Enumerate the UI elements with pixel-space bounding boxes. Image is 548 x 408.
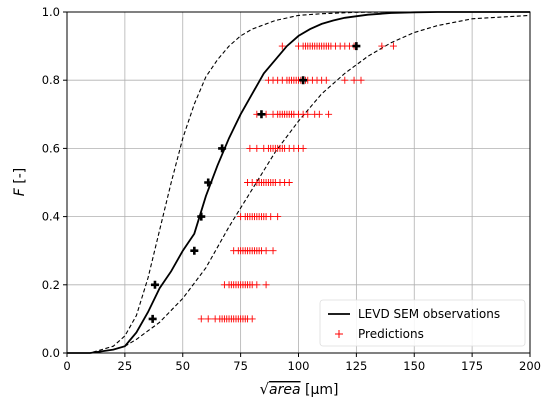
prediction-point-145 (389, 42, 397, 50)
prediction-point-72 (246, 144, 254, 152)
legend-label-observations: LEVD SEM observations (358, 307, 500, 321)
prediction-point-44 (269, 247, 277, 255)
prediction-point-120 (322, 76, 330, 84)
x-tick-label-7: 175 (461, 359, 483, 373)
x-tick-label-4: 100 (288, 359, 310, 373)
x-axis-label: √area [µm] (259, 380, 338, 398)
curves (67, 11, 531, 354)
observation-point-8 (352, 42, 361, 51)
prediction-point-123 (357, 76, 365, 84)
y-axis-label: F [-] (12, 168, 28, 197)
legend: LEVD SEM observations Predictions (319, 299, 526, 347)
observation-point-7 (299, 76, 308, 85)
observation-point-5 (218, 144, 227, 153)
x-tick-label-6: 150 (403, 359, 425, 373)
prediction-point-0 (197, 315, 205, 323)
x-tick-label-1: 25 (118, 359, 133, 373)
prediction-point-16 (248, 315, 256, 323)
prediction-point-57 (274, 213, 282, 221)
prediction-point-56 (267, 213, 275, 221)
x-axis-label-var: area (269, 382, 301, 398)
observation-points (148, 42, 361, 323)
prediction-points (197, 42, 397, 323)
x-tick-label-3: 75 (233, 359, 248, 373)
prediction-point-102 (315, 110, 323, 118)
prediction-point-103 (325, 110, 333, 118)
x-tick-label-8: 200 (519, 359, 541, 373)
prediction-point-71 (285, 179, 293, 186)
observation-point-3 (197, 212, 206, 221)
x-tick-label-0: 0 (63, 359, 70, 373)
y-axis-label-unit: [-] (12, 168, 28, 188)
prediction-point-121 (341, 76, 349, 84)
series-line-median (67, 11, 530, 354)
prediction-point-100 (304, 110, 312, 118)
prediction-point-1 (204, 315, 212, 323)
x-tick-label-5: 125 (345, 359, 367, 373)
prediction-point-73 (253, 144, 261, 152)
series-line-bound-2 (67, 14, 531, 354)
prediction-point-86 (299, 144, 307, 152)
prediction-point-122 (350, 76, 358, 84)
observation-point-2 (190, 246, 199, 255)
prediction-point-43 (262, 247, 270, 255)
observation-point-4 (204, 178, 213, 187)
legend-swatch-predictions (335, 330, 343, 338)
prediction-point-29 (253, 281, 261, 289)
x-axis-label-unit: [µm] (301, 382, 339, 398)
y-tick-label-0: 0.0 (42, 346, 60, 360)
observation-point-6 (257, 110, 266, 119)
x-tick-label-2: 50 (175, 359, 190, 373)
prediction-point-124 (278, 42, 286, 50)
y-axis-label-var: F (12, 187, 28, 196)
x-axis-label-root: √ (259, 380, 269, 398)
y-tick-label-5: 1.0 (42, 5, 60, 19)
legend-label-predictions: Predictions (358, 327, 424, 341)
observation-point-0 (148, 314, 157, 323)
series-line-bound-1 (67, 11, 530, 354)
ticks: 0 25 50 75 100 125 150 175 200 0.0 0.2 0.4 0.6 0.8 1.0 (42, 5, 541, 373)
prediction-point-144 (378, 42, 386, 50)
prediction-point-30 (262, 281, 270, 289)
legend-box (319, 299, 526, 347)
y-tick-label-3: 0.6 (42, 141, 60, 155)
y-tick-label-4: 0.8 (42, 73, 60, 87)
observation-point-1 (150, 280, 159, 289)
y-tick-label-2: 0.4 (42, 210, 60, 224)
y-tick-label-1: 0.2 (42, 278, 60, 292)
